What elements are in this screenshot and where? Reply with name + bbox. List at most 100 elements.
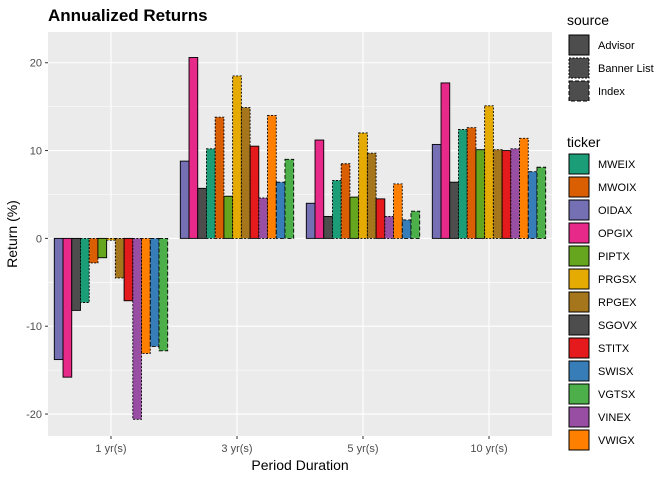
legend-ticker-key-vwigx xyxy=(568,429,590,451)
bar-sgovx-3 xyxy=(323,215,333,239)
bar-opgix-4 xyxy=(440,82,451,239)
bar-oidax-3 xyxy=(305,202,316,239)
legend-ticker-label: RPGEX xyxy=(598,297,637,309)
y-tick-label: -20 xyxy=(26,409,42,421)
legend-source: source Advisor Banner List Index xyxy=(567,12,654,102)
bar-mweix-2 xyxy=(206,148,216,239)
bar-vinex-3 xyxy=(384,215,394,239)
legend-ticker-key-sgovx xyxy=(568,314,590,336)
bar-piptx-2 xyxy=(223,195,234,239)
legend-ticker-key-rpgex xyxy=(568,291,590,313)
legend-ticker-title: ticker xyxy=(567,134,601,150)
bar-stitx-4 xyxy=(501,150,512,239)
bar-rpgex-2 xyxy=(240,107,251,239)
legend-ticker-key-vinex xyxy=(568,406,590,428)
legend-source-label: Advisor xyxy=(598,40,635,52)
bar-vwigx-2 xyxy=(267,114,277,239)
bar-prgsx-1 xyxy=(106,237,116,241)
bar-vwigx-3 xyxy=(393,183,403,239)
bar-stitx-3 xyxy=(375,198,386,239)
legend-ticker-key-piptx xyxy=(568,245,590,267)
bar-opgix-1 xyxy=(62,237,73,378)
bar-piptx-4 xyxy=(475,149,486,239)
y-axis-label: Return (%) xyxy=(4,200,20,268)
bar-mwoix-1 xyxy=(88,237,99,264)
legend-ticker-label: SWISX xyxy=(598,366,634,378)
x-tick-label: 3 yr(s) xyxy=(221,443,252,455)
bar-prgsx-2 xyxy=(232,75,242,239)
legend-source-key-advisor xyxy=(568,34,590,56)
bar-mweix-1 xyxy=(80,237,90,303)
y-tick-label: 0 xyxy=(36,233,42,245)
bar-vinex-4 xyxy=(510,148,520,239)
bar-oidax-4 xyxy=(431,143,442,239)
legend-source-title: source xyxy=(567,12,609,28)
bar-swisx-2 xyxy=(275,181,286,239)
legend-source-key-index xyxy=(568,80,590,102)
bar-oidax-2 xyxy=(179,160,190,239)
bar-prgsx-3 xyxy=(358,132,368,239)
legend-ticker-key-mwoix xyxy=(568,176,590,198)
bar-prgsx-4 xyxy=(484,105,494,239)
legend-ticker-label: MWEIX xyxy=(598,159,636,171)
bar-rpgex-3 xyxy=(366,152,377,239)
bar-opgix-2 xyxy=(188,57,199,239)
legend-source-label: Index xyxy=(598,86,625,98)
bar-opgix-3 xyxy=(314,139,325,239)
bar-mwoix-4 xyxy=(466,127,477,239)
bar-swisx-3 xyxy=(401,219,412,239)
bar-sgovx-4 xyxy=(449,181,459,239)
x-axis-label: Period Duration xyxy=(251,457,348,473)
legend-ticker-label: VGTSX xyxy=(598,389,636,401)
bar-mwoix-2 xyxy=(214,116,225,239)
bar-oidax-1 xyxy=(53,237,64,361)
bars-layer xyxy=(53,57,547,420)
chart-title: Annualized Returns xyxy=(48,6,208,25)
bar-piptx-1 xyxy=(97,237,108,259)
bar-vwigx-1 xyxy=(141,237,151,354)
legend-ticker-label: PIPTX xyxy=(598,251,630,263)
x-tick-label: 10 yr(s) xyxy=(470,443,507,455)
bar-swisx-1 xyxy=(149,237,160,347)
legend-ticker-label: OIDAX xyxy=(598,205,633,217)
legend-ticker-label: PRGSX xyxy=(598,274,637,286)
bar-swisx-4 xyxy=(527,171,538,239)
bar-vinex-2 xyxy=(258,197,268,239)
x-tick-label: 1 yr(s) xyxy=(95,443,126,455)
bar-vgtsx-1 xyxy=(158,237,169,352)
legend-source-key-banner-list xyxy=(568,57,590,79)
bar-sgovx-1 xyxy=(71,237,81,311)
legend-ticker-label: OPGIX xyxy=(598,228,634,240)
legend-source-label: Banner List xyxy=(598,63,654,75)
bar-mweix-3 xyxy=(332,179,342,239)
legend-ticker-key-swisx xyxy=(568,360,590,382)
bar-stitx-2 xyxy=(249,145,260,239)
bar-mweix-4 xyxy=(458,129,468,239)
x-axis: 1 yr(s) 3 yr(s) 5 yr(s) 10 yr(s) xyxy=(95,436,508,455)
bar-sgovx-2 xyxy=(197,187,207,239)
y-tick-label: -10 xyxy=(26,321,42,333)
legend-ticker-key-prgsx xyxy=(568,268,590,290)
bar-rpgex-1 xyxy=(114,237,125,279)
legend-ticker-label: VINEX xyxy=(598,412,632,424)
legend-ticker-key-vgtsx xyxy=(568,383,590,405)
bar-vgtsx-4 xyxy=(536,166,547,239)
y-tick-label: 20 xyxy=(30,58,42,70)
bar-mwoix-3 xyxy=(340,163,351,239)
legend-ticker-label: MWOIX xyxy=(598,182,637,194)
legend-ticker-label: SGOVX xyxy=(598,320,638,332)
legend-ticker-key-oidax xyxy=(568,199,590,221)
legend-ticker: ticker MWEIX MWOIX OIDAX OPGIX PIPTX PRGSX RPG… xyxy=(567,134,638,451)
x-tick-label: 5 yr(s) xyxy=(347,443,378,455)
y-axis: -20 -10 0 10 20 xyxy=(26,58,48,421)
bar-stitx-1 xyxy=(123,237,134,302)
bar-rpgex-4 xyxy=(492,149,503,239)
legend-ticker-key-stitx xyxy=(568,337,590,359)
legend-ticker-label: STITX xyxy=(598,343,630,355)
legend-ticker-key-mweix xyxy=(568,153,590,175)
bar-vgtsx-2 xyxy=(284,158,295,239)
legend-ticker-key-opgix xyxy=(568,222,590,244)
bar-piptx-3 xyxy=(349,196,360,239)
bar-vwigx-4 xyxy=(519,137,529,239)
